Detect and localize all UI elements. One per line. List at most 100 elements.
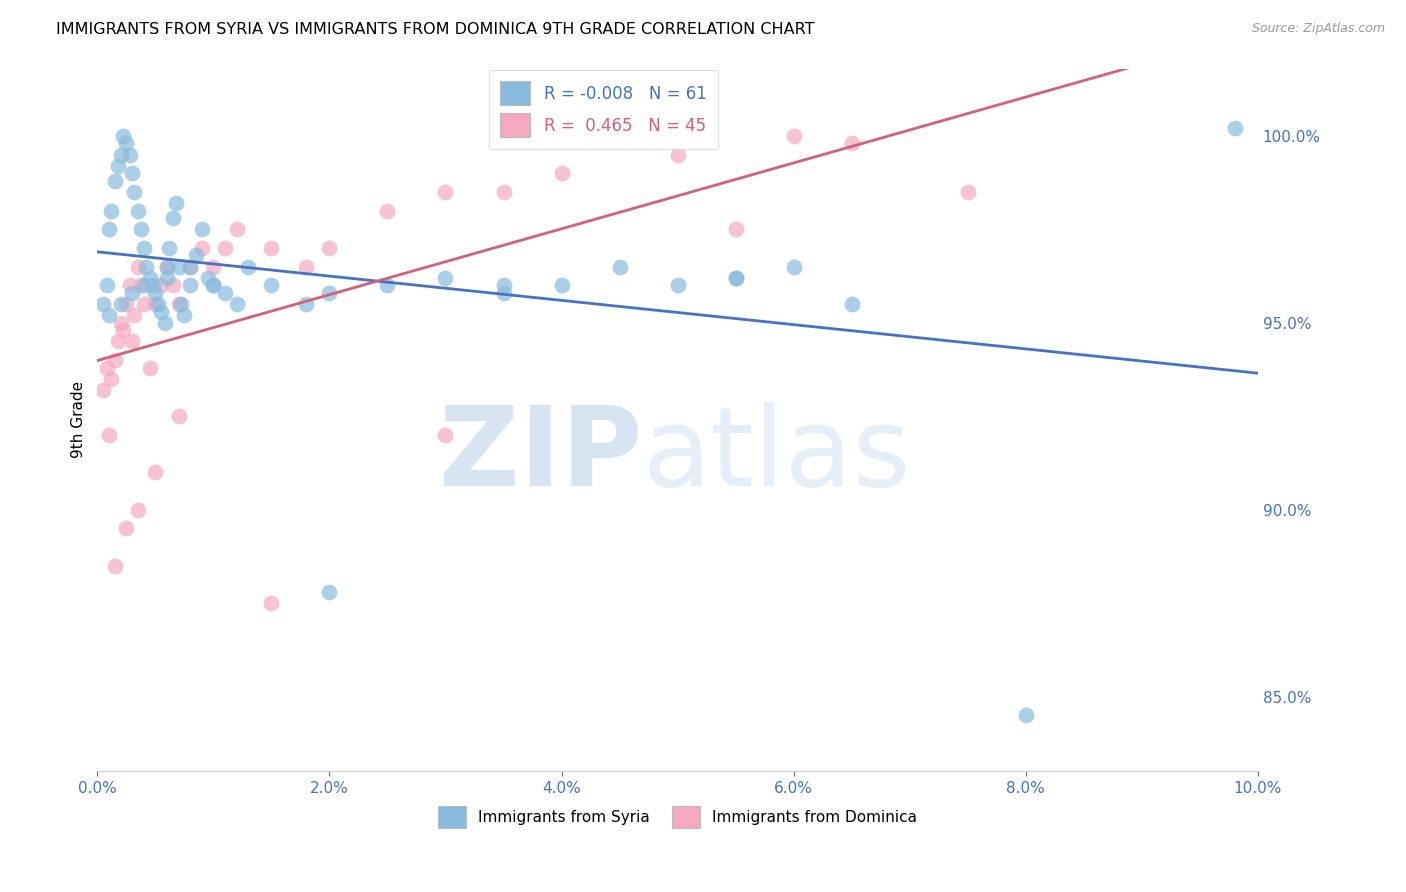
Point	[104, 353, 127, 368]
Point	[150, 278, 173, 293]
Point	[238, 260, 260, 274]
Point	[377, 203, 399, 218]
Point	[100, 372, 122, 386]
Point	[550, 278, 572, 293]
Point	[150, 304, 173, 318]
Point	[260, 241, 283, 255]
Point	[107, 334, 129, 349]
Point	[91, 383, 114, 397]
Point	[170, 297, 193, 311]
Point	[124, 308, 146, 322]
Point	[202, 278, 225, 293]
Point	[121, 166, 143, 180]
Point	[107, 159, 129, 173]
Point	[146, 297, 169, 311]
Point	[135, 260, 157, 274]
Point	[111, 128, 134, 143]
Point	[550, 166, 572, 180]
Point	[156, 260, 179, 274]
Point	[132, 241, 155, 255]
Point	[225, 297, 247, 311]
Point	[97, 222, 120, 236]
Point	[666, 147, 689, 161]
Point	[110, 147, 132, 161]
Point	[118, 278, 141, 293]
Point	[260, 278, 283, 293]
Point	[124, 185, 146, 199]
Point	[162, 278, 184, 293]
Point	[214, 285, 236, 300]
Point	[165, 196, 187, 211]
Point	[318, 585, 340, 599]
Point	[492, 185, 515, 199]
Point	[295, 260, 318, 274]
Point	[145, 297, 167, 311]
Point	[115, 136, 138, 151]
Point	[318, 241, 340, 255]
Point	[127, 502, 149, 516]
Point	[666, 278, 689, 293]
Point	[179, 260, 201, 274]
Point	[167, 297, 190, 311]
Point	[118, 147, 141, 161]
Point	[724, 271, 747, 285]
Point	[260, 596, 283, 610]
Point	[132, 278, 155, 293]
Point	[1223, 121, 1246, 136]
Point	[104, 558, 127, 573]
Text: atlas: atlas	[643, 401, 911, 508]
Point	[956, 185, 979, 199]
Text: Source: ZipAtlas.com: Source: ZipAtlas.com	[1251, 22, 1385, 36]
Y-axis label: 9th Grade: 9th Grade	[72, 382, 86, 458]
Point	[202, 278, 225, 293]
Point	[156, 271, 179, 285]
Point	[111, 323, 134, 337]
Point	[156, 260, 179, 274]
Point	[115, 297, 138, 311]
Point	[191, 241, 214, 255]
Point	[173, 308, 195, 322]
Point	[104, 174, 127, 188]
Text: IMMIGRANTS FROM SYRIA VS IMMIGRANTS FROM DOMINICA 9TH GRADE CORRELATION CHART: IMMIGRANTS FROM SYRIA VS IMMIGRANTS FROM…	[56, 22, 814, 37]
Point	[138, 271, 160, 285]
Point	[295, 297, 318, 311]
Point	[184, 248, 207, 262]
Point	[225, 222, 247, 236]
Point	[841, 136, 863, 151]
Point	[97, 428, 120, 442]
Point	[724, 222, 747, 236]
Text: ZIP: ZIP	[440, 401, 643, 508]
Point	[167, 260, 190, 274]
Point	[131, 278, 153, 293]
Point	[132, 297, 155, 311]
Point	[121, 285, 143, 300]
Point	[162, 211, 184, 225]
Legend: Immigrants from Syria, Immigrants from Dominica: Immigrants from Syria, Immigrants from D…	[432, 800, 924, 834]
Point	[214, 241, 236, 255]
Point	[179, 278, 201, 293]
Point	[110, 316, 132, 330]
Point	[318, 285, 340, 300]
Point	[434, 271, 457, 285]
Point	[127, 203, 149, 218]
Point	[138, 360, 160, 375]
Point	[167, 409, 190, 424]
Point	[434, 428, 457, 442]
Point	[782, 128, 804, 143]
Point	[127, 260, 149, 274]
Point	[131, 222, 153, 236]
Point	[96, 278, 118, 293]
Point	[153, 316, 176, 330]
Point	[145, 285, 167, 300]
Point	[100, 203, 122, 218]
Point	[91, 297, 114, 311]
Point	[110, 297, 132, 311]
Point	[115, 521, 138, 535]
Point	[145, 465, 167, 479]
Point	[191, 222, 214, 236]
Point	[492, 278, 515, 293]
Point	[96, 360, 118, 375]
Point	[841, 297, 863, 311]
Point	[782, 260, 804, 274]
Point	[97, 308, 120, 322]
